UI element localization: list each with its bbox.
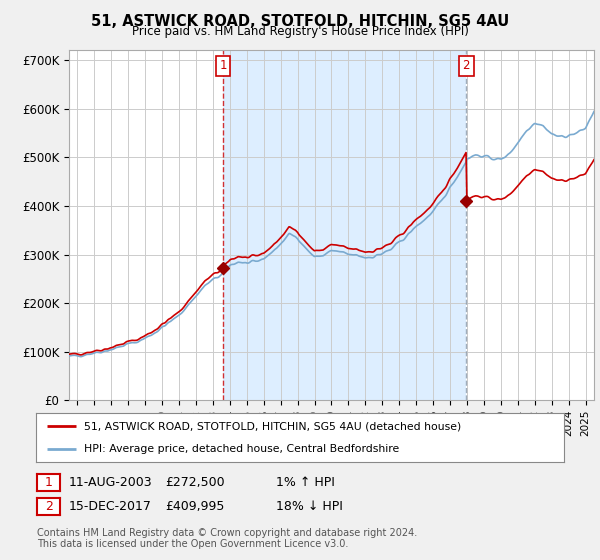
Text: 1% ↑ HPI: 1% ↑ HPI bbox=[276, 476, 335, 489]
Text: £409,995: £409,995 bbox=[165, 500, 224, 513]
Text: 11-AUG-2003: 11-AUG-2003 bbox=[69, 476, 152, 489]
Text: £272,500: £272,500 bbox=[165, 476, 224, 489]
Text: 2: 2 bbox=[44, 500, 53, 513]
Text: Contains HM Land Registry data © Crown copyright and database right 2024.
This d: Contains HM Land Registry data © Crown c… bbox=[37, 528, 418, 549]
Text: 15-DEC-2017: 15-DEC-2017 bbox=[69, 500, 152, 513]
Bar bbox=[223, 50, 466, 400]
Text: Price paid vs. HM Land Registry's House Price Index (HPI): Price paid vs. HM Land Registry's House … bbox=[131, 25, 469, 38]
Text: 51, ASTWICK ROAD, STOTFOLD, HITCHIN, SG5 4AU (detached house): 51, ASTWICK ROAD, STOTFOLD, HITCHIN, SG5… bbox=[83, 421, 461, 431]
Text: 1: 1 bbox=[44, 476, 53, 489]
Text: HPI: Average price, detached house, Central Bedfordshire: HPI: Average price, detached house, Cent… bbox=[83, 444, 399, 454]
Text: 1: 1 bbox=[220, 59, 227, 72]
Text: 2: 2 bbox=[463, 59, 470, 72]
Text: 18% ↓ HPI: 18% ↓ HPI bbox=[276, 500, 343, 513]
Text: 51, ASTWICK ROAD, STOTFOLD, HITCHIN, SG5 4AU: 51, ASTWICK ROAD, STOTFOLD, HITCHIN, SG5… bbox=[91, 14, 509, 29]
